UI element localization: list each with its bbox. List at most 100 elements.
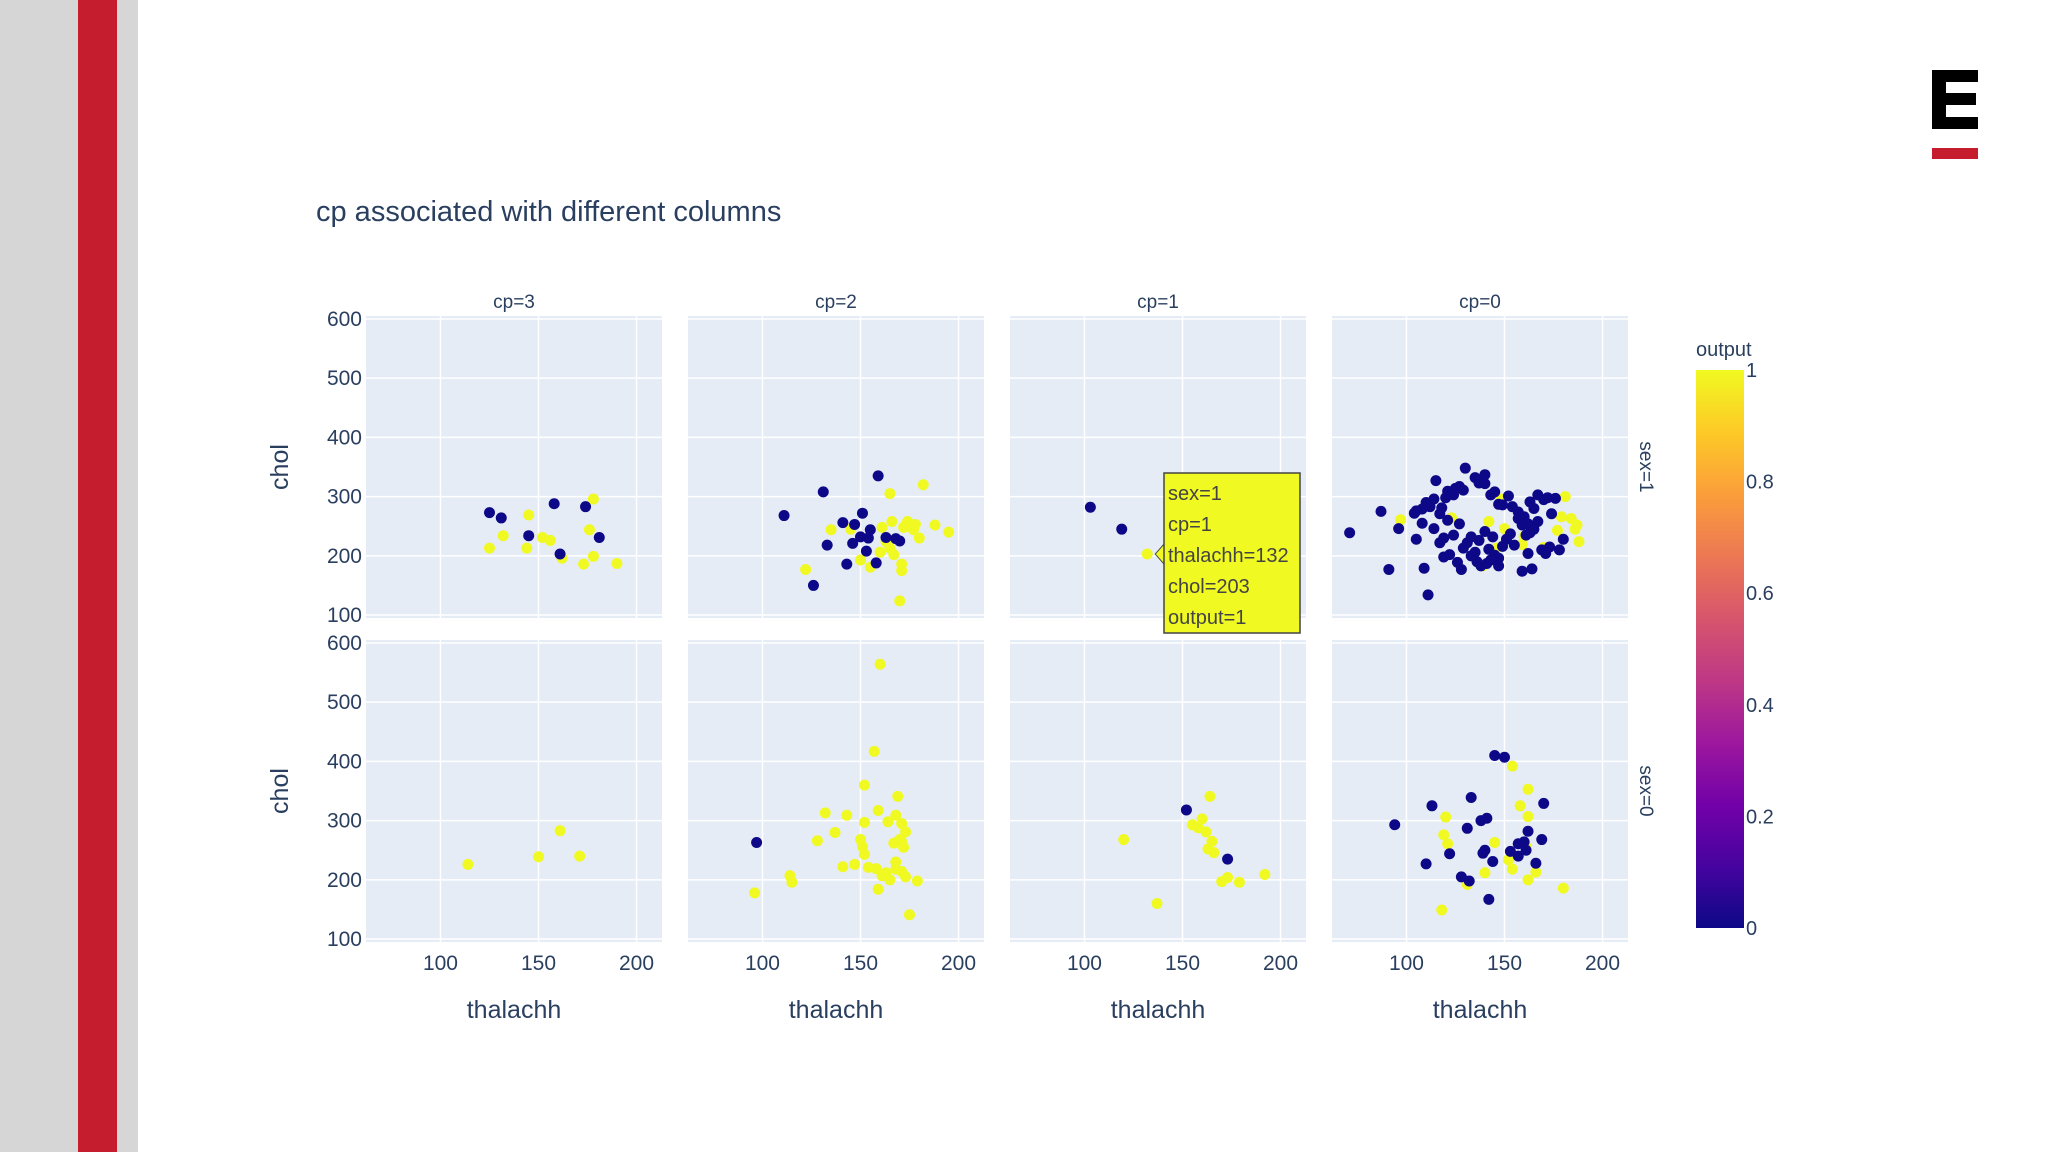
data-point-output-0 — [1438, 551, 1450, 563]
data-point-output-0 — [554, 548, 566, 560]
data-point-output-1 — [874, 658, 886, 670]
data-point-output-1 — [1141, 548, 1153, 560]
x-tick-label: 100 — [1067, 952, 1102, 975]
data-point-output-0 — [856, 507, 868, 519]
data-point-output-0 — [1436, 502, 1448, 514]
data-point-output-1 — [523, 509, 535, 521]
data-point-output-0 — [1428, 493, 1440, 505]
data-point-output-0 — [894, 535, 906, 547]
data-point-output-1 — [868, 745, 880, 757]
data-point-output-0 — [1516, 519, 1528, 531]
data-point-output-1 — [462, 858, 474, 870]
data-point-output-0 — [872, 470, 884, 482]
data-point-output-0 — [864, 524, 876, 536]
colorbar-tick-label: 0.6 — [1746, 583, 1774, 605]
data-point-output-0 — [1502, 490, 1514, 502]
data-point-output-1 — [1233, 876, 1245, 888]
x-axis-title: thalachh — [1433, 996, 1528, 1024]
data-point-output-0 — [495, 512, 507, 524]
data-point-output-1 — [1557, 882, 1569, 894]
facet-panel-bg — [688, 640, 984, 942]
data-point-output-0 — [1477, 847, 1489, 859]
data-point-output-0 — [1383, 563, 1395, 575]
data-point-output-0 — [1546, 508, 1558, 520]
y-tick-label: 200 — [327, 869, 362, 892]
hover-tooltip — [1163, 472, 1301, 634]
facet-column-label: cp=3 — [493, 292, 535, 313]
x-axis-title: thalachh — [789, 996, 884, 1024]
y-tick-label: 100 — [327, 928, 362, 951]
y-axis-title: chol — [266, 444, 294, 490]
data-point-output-0 — [1504, 528, 1516, 540]
data-point-output-0 — [1522, 825, 1534, 837]
data-point-output-0 — [548, 498, 560, 510]
data-point-output-1 — [1222, 871, 1234, 883]
y-tick-label: 400 — [327, 750, 362, 773]
left-red-stripe — [78, 0, 117, 1152]
y-tick-label: 100 — [327, 604, 362, 627]
data-point-output-0 — [1479, 469, 1491, 481]
data-point-output-1 — [1489, 837, 1501, 849]
data-point-output-1 — [913, 532, 925, 544]
data-point-output-1 — [574, 850, 586, 862]
data-point-output-1 — [917, 479, 929, 491]
data-point-output-0 — [837, 517, 849, 529]
data-point-output-0 — [1528, 502, 1540, 514]
data-point-output-0 — [1434, 537, 1446, 549]
data-point-output-0 — [778, 510, 790, 522]
data-point-output-0 — [1180, 804, 1192, 816]
data-point-output-1 — [1483, 515, 1495, 527]
data-point-output-0 — [1530, 857, 1542, 869]
x-tick-label: 100 — [423, 952, 458, 975]
x-tick-label: 200 — [619, 952, 654, 975]
x-tick-label: 100 — [745, 952, 780, 975]
data-point-output-1 — [911, 875, 923, 887]
data-point-output-0 — [1426, 800, 1438, 812]
brand-logo — [1932, 70, 1978, 159]
colorbar-title: output — [1696, 339, 1752, 361]
colorbar-tick-label: 0.4 — [1746, 695, 1774, 717]
data-point-output-0 — [1512, 850, 1524, 862]
data-point-output-0 — [1344, 527, 1356, 539]
data-point-output-0 — [1483, 893, 1495, 905]
data-point-output-1 — [898, 841, 910, 853]
x-tick-label: 200 — [1263, 952, 1298, 975]
data-point-output-1 — [1204, 790, 1216, 802]
data-point-output-0 — [1442, 514, 1454, 526]
facet-panel-bg — [366, 640, 662, 942]
data-point-output-0 — [1544, 541, 1556, 553]
data-point-output-0 — [1542, 492, 1554, 504]
data-point-output-1 — [849, 858, 861, 870]
data-point-output-1 — [872, 805, 884, 817]
data-point-output-0 — [1375, 505, 1387, 517]
data-point-output-1 — [1479, 867, 1491, 879]
data-point-output-0 — [1448, 529, 1460, 541]
data-point-output-0 — [1457, 484, 1469, 496]
data-point-output-1 — [855, 554, 867, 566]
x-axis-title: thalachh — [467, 996, 562, 1024]
data-point-output-1 — [900, 871, 912, 883]
data-point-output-1 — [943, 526, 955, 538]
data-point-output-0 — [1497, 499, 1509, 511]
colorbar-tick-label: 1 — [1746, 360, 1757, 382]
data-point-output-1 — [1118, 834, 1130, 846]
data-point-output-0 — [1116, 523, 1128, 535]
data-point-output-1 — [904, 909, 916, 921]
data-point-output-0 — [1430, 475, 1442, 487]
data-point-output-0 — [1520, 844, 1532, 856]
data-point-output-1 — [858, 779, 870, 791]
data-point-output-0 — [1487, 855, 1499, 867]
data-point-output-1 — [533, 851, 545, 863]
data-point-output-1 — [587, 550, 599, 562]
data-point-output-0 — [1418, 562, 1430, 574]
x-tick-label: 100 — [1389, 952, 1424, 975]
data-point-output-1 — [1551, 524, 1563, 536]
x-tick-label: 150 — [843, 952, 878, 975]
y-axis-title: chol — [266, 768, 294, 814]
data-point-output-1 — [554, 825, 566, 837]
data-point-output-1 — [888, 549, 900, 561]
y-tick-label: 200 — [327, 545, 362, 568]
data-point-output-1 — [1206, 835, 1218, 847]
data-point-output-0 — [862, 532, 874, 544]
